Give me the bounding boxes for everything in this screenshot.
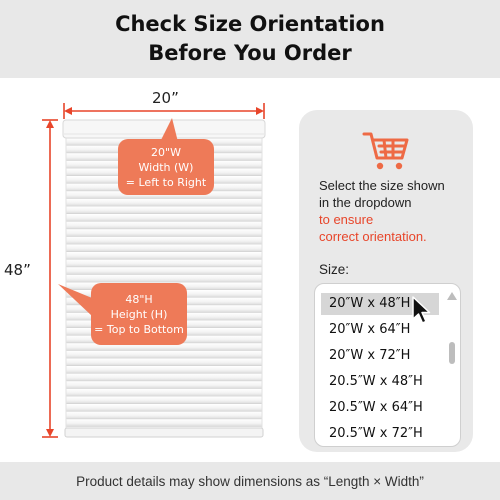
height-callout-pointer: [58, 284, 92, 316]
width-callout: 20"W Width (W) = Left to Right: [118, 139, 214, 195]
scrollbar-thumb: [449, 342, 455, 364]
header-banner: Check Size Orientation Before You Order: [0, 0, 500, 78]
highlight-line2: correct orientation.: [319, 229, 427, 244]
width-dimension-line: [63, 103, 265, 119]
size-option-20-5w-64h[interactable]: 20.5″W x 64″H: [329, 400, 423, 415]
size-option-20-5w-48h[interactable]: 20.5″W x 48″H: [329, 374, 423, 389]
width-callout-direction: = Left to Right: [125, 175, 207, 189]
size-option-20w-64h[interactable]: 20″W x 64″H: [329, 322, 411, 337]
width-callout-name: Width (W): [138, 160, 194, 174]
mouse-pointer-icon: [412, 296, 431, 324]
height-callout-name: Height (H): [110, 307, 168, 321]
instruction-line2: in the dropdown: [319, 195, 412, 210]
footer-note-bar: Product details may show dimensions as “…: [0, 462, 500, 500]
size-info-panel: Select the size shown in the dropdown to…: [299, 110, 473, 452]
size-label: Size:: [319, 262, 350, 277]
dropdown-scrollbar[interactable]: [446, 286, 458, 444]
height-callout-direction: = Top to Bottom: [94, 322, 184, 336]
page-title-line2: Before You Order: [148, 41, 352, 65]
instruction-line1: Select the size shown: [319, 178, 445, 193]
width-dimension-label: 20”: [152, 89, 179, 107]
size-option-20w-48h[interactable]: 20″W x 48″H: [321, 293, 439, 315]
scroll-up-arrow-icon: [447, 292, 457, 300]
height-dimension-label: 48”: [4, 261, 31, 279]
shopping-cart-icon: [362, 132, 409, 170]
blind-bottom-rail: [64, 427, 264, 438]
width-callout-value: 20"W: [151, 145, 181, 159]
highlight-line1: to ensure: [319, 212, 374, 227]
size-option-20-5w-72h[interactable]: 20.5″W x 72″H: [329, 426, 423, 441]
footer-note: Product details may show dimensions as “…: [76, 473, 424, 489]
size-option-20w-72h[interactable]: 20″W x 72″H: [329, 348, 411, 363]
size-dropdown[interactable]: 20″W x 48″H 20″W x 64″H 20″W x 72″H 20.5…: [314, 283, 461, 447]
instruction-highlight: to ensure correct orientation.: [319, 211, 427, 245]
instruction-text: Select the size shown in the dropdown: [319, 177, 445, 211]
height-callout: 48"H Height (H) = Top to Bottom: [91, 283, 187, 345]
width-callout-pointer: [160, 118, 178, 142]
page-title-line1: Check Size Orientation: [115, 12, 385, 36]
height-callout-value: 48"H: [125, 292, 153, 306]
height-dimension-line: [42, 119, 58, 438]
